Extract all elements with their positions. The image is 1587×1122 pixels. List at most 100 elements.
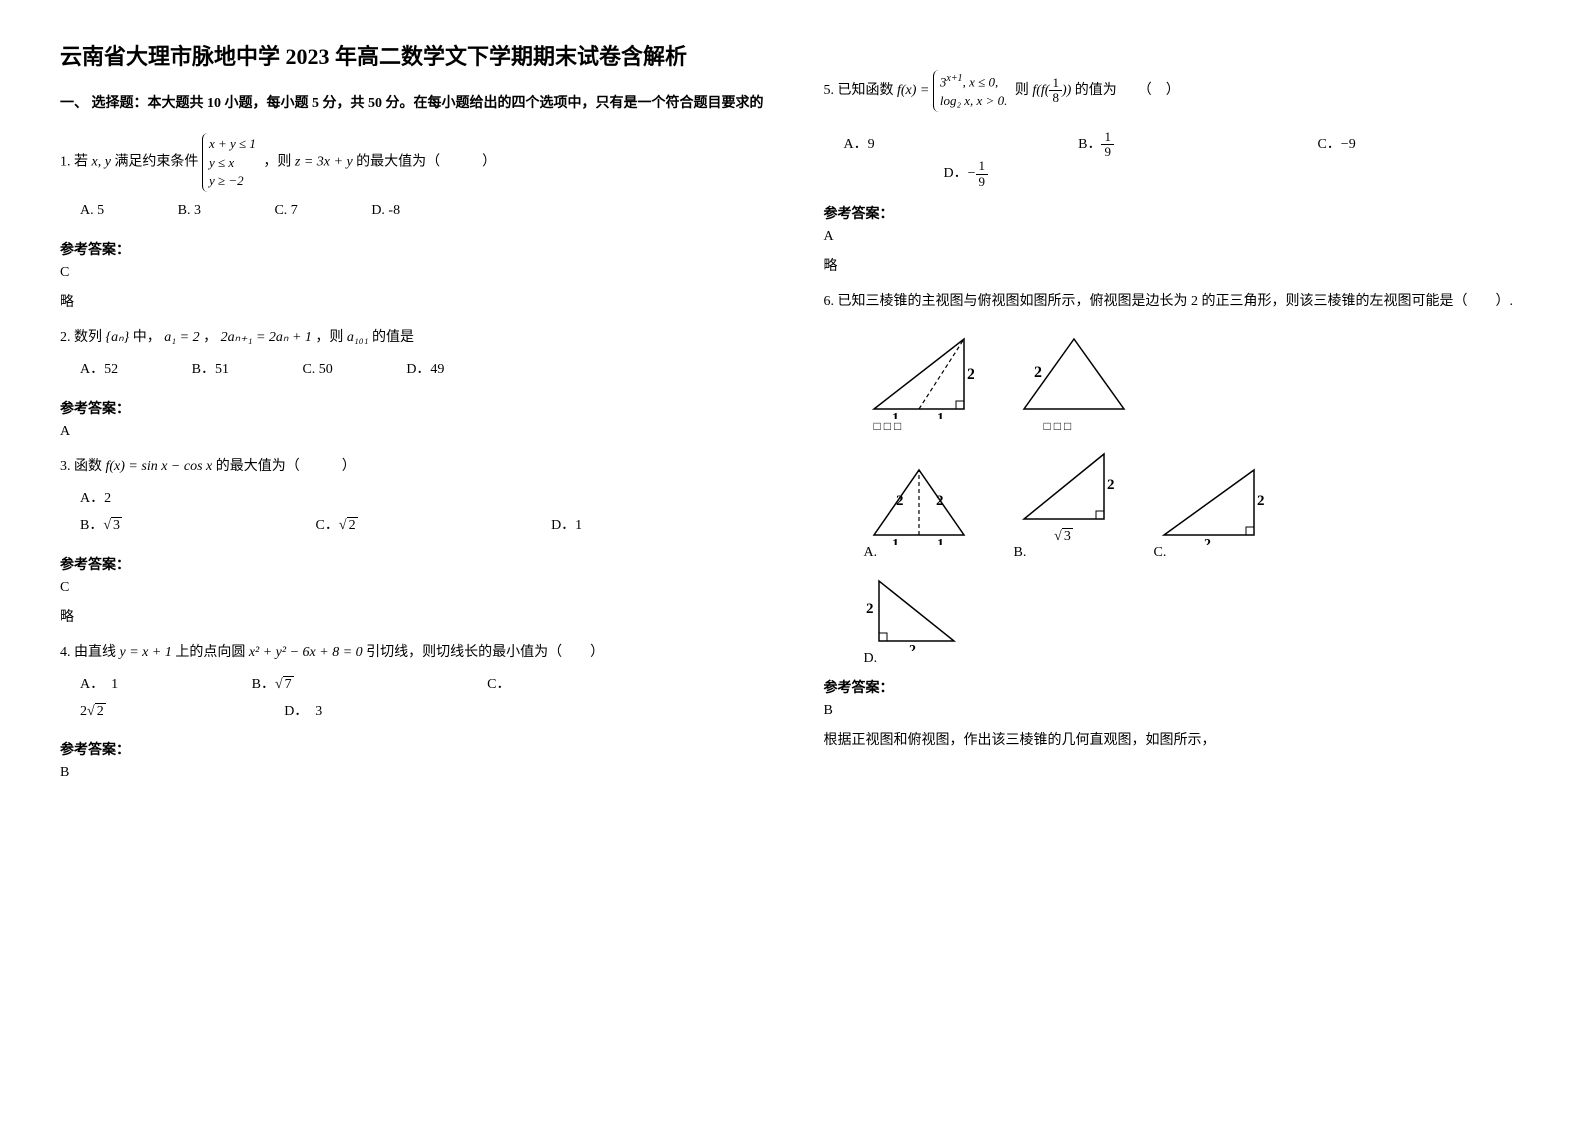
- q6-optB-val: 3: [1062, 528, 1073, 544]
- q2-optD: D．49: [406, 357, 444, 384]
- q5-optB: B．19: [1078, 130, 1114, 160]
- triangle-top-icon: 2: [1014, 329, 1134, 419]
- question-5: 5. 已知函数 f(x) = 3x+1, x ≤ 0, log₂ x, x > …: [824, 70, 1528, 189]
- q5-prefix: 5. 已知函数: [824, 83, 898, 98]
- q4-optB: B． 7: [252, 672, 294, 699]
- q2-a101: a₁₀₁: [347, 330, 369, 345]
- svg-text:2: 2: [909, 643, 916, 651]
- q5-frac: 18: [1049, 76, 1062, 106]
- q5-c1: 3x+1, x ≤ 0,: [940, 72, 1007, 92]
- q2-a1: a₁ = 2: [164, 330, 199, 345]
- q3-tail: 的最大值为（ ）: [216, 459, 356, 474]
- q5-optD-frac: 19: [976, 159, 989, 189]
- q6-optC-fig: 2 2 C.: [1154, 460, 1264, 561]
- right-column: 5. 已知函数 f(x) = 3x+1, x ≤ 0, log₂ x, x > …: [824, 40, 1528, 791]
- q4-optB-val: 7: [283, 676, 294, 692]
- page: 云南省大理市脉地中学 2023 年高二数学文下学期期末试卷含解析 一、 选择题：…: [60, 40, 1527, 791]
- q3-optC-pre: C．: [316, 518, 339, 533]
- q6-note: 根据正视图和俯视图，作出该三棱锥的几何直观图，如图所示，: [824, 729, 1528, 749]
- sqrt-icon: 2: [87, 699, 106, 726]
- svg-text:2: 2: [1257, 493, 1264, 509]
- q4-options: A． 1 B．7 C． 22 D． 3: [80, 672, 764, 725]
- q5-options: A．9 B．19 C．−9 D．−19: [844, 130, 1528, 189]
- q5-optA: A．9: [844, 132, 875, 159]
- svg-text:2: 2: [1204, 537, 1211, 545]
- svg-text:2: 2: [896, 493, 904, 509]
- q2-options: A．52 B．51 C. 50 D．49: [80, 357, 764, 384]
- triangle-optA-icon: 2 2 1 1: [864, 460, 974, 545]
- q6-ans-label: 参考答案：: [824, 677, 1528, 697]
- q1-optB: B. 3: [178, 198, 201, 225]
- q1-mid: 满足约束条件: [114, 155, 202, 170]
- q1-prefix: 1. 若: [60, 155, 88, 170]
- q3-optC-val: 2: [347, 517, 358, 533]
- q1-options: A. 5 B. 3 C. 7 D. -8: [80, 198, 764, 225]
- q2-an: {aₙ}: [106, 330, 130, 345]
- q4-optC: C．: [487, 672, 510, 699]
- q5-call2: )): [1062, 83, 1071, 98]
- q5-optB-num: 1: [1101, 130, 1114, 145]
- svg-text:2: 2: [1034, 364, 1042, 381]
- q2-m2: ，则: [315, 330, 347, 345]
- q4-optD: D． 3: [284, 699, 322, 726]
- q5-c2: log₂ x, x > 0.: [940, 92, 1007, 110]
- q6-optA-label: A.: [864, 545, 878, 560]
- q4-optC-2: 2: [80, 704, 87, 719]
- boxes-icon: □ □ □: [874, 419, 974, 434]
- q1-c3: y ≥ −2: [209, 172, 256, 190]
- sqrt-icon: 7: [275, 672, 294, 699]
- question-2: 2. 数列 {aₙ} 中， a₁ = 2 ， 2aₙ₊₁ = 2aₙ + 1 ，…: [60, 325, 764, 384]
- triangle-optD-icon: 2 2: [864, 571, 964, 651]
- q5-optD-pre: D．: [944, 166, 968, 181]
- q6-optB-label: B.: [1014, 545, 1027, 560]
- q5-ans: A: [824, 229, 1528, 245]
- q2-sep: ，: [203, 330, 217, 345]
- q1-c2: y ≤ x: [209, 154, 256, 172]
- q1-c1: x + y ≤ 1: [209, 135, 256, 153]
- triangle-front-icon: 2 1 1: [864, 329, 974, 419]
- page-title: 云南省大理市脉地中学 2023 年高二数学文下学期期末试卷含解析: [60, 40, 764, 73]
- q1-cases: x + y ≤ 1 y ≤ x y ≥ −2: [202, 133, 260, 192]
- q4-optC-val: 2: [95, 703, 106, 719]
- svg-text:1: 1: [892, 537, 899, 545]
- q3-optB-val: 3: [111, 517, 122, 533]
- q5-c1exp: x+1: [946, 73, 962, 84]
- triangle-optC-icon: 2 2: [1154, 460, 1264, 545]
- q4-circ: x² + y² − 6x + 8 = 0: [249, 645, 363, 660]
- triangle-optB-icon: 2: [1014, 444, 1114, 529]
- sqrt-icon: 3: [103, 513, 122, 540]
- q5-optB-frac: 19: [1101, 130, 1114, 160]
- q1-z: z = 3x + y: [295, 155, 353, 170]
- q1-ans: C: [60, 265, 764, 281]
- q5-call: f(f(: [1032, 83, 1049, 98]
- q6-options-row1: 2 2 1 1 A. 2 3 B.: [864, 444, 1528, 561]
- q1-xy: x, y: [92, 155, 111, 170]
- q2-tail: 的值是: [372, 330, 414, 345]
- q6-optB-fig: 2 3 B.: [1014, 444, 1114, 561]
- q3-optA: A．2: [80, 486, 111, 513]
- q1-t1: ，则: [263, 155, 295, 170]
- question-1: 1. 若 x, y 满足约束条件 x + y ≤ 1 y ≤ x y ≥ −2 …: [60, 133, 764, 224]
- q6-options-row2: 2 2 D.: [864, 571, 1528, 667]
- sqrt-icon: 3: [1054, 529, 1073, 545]
- q6-ans: B: [824, 703, 1528, 719]
- q1-optA: A. 5: [80, 198, 104, 225]
- q2-prefix: 2. 数列: [60, 330, 106, 345]
- svg-text:2: 2: [936, 493, 944, 509]
- q4-optC-cont: 22: [80, 699, 106, 726]
- q5-mid: 则: [1015, 83, 1033, 98]
- q6-optD-label: D.: [864, 651, 878, 666]
- q4-optB-pre: B．: [252, 677, 275, 692]
- q3-optB: B．3: [80, 513, 122, 540]
- q4-ans: B: [60, 765, 764, 781]
- q3-options: A．2 B．3 C．2 D．1: [80, 486, 764, 539]
- svg-text:1: 1: [892, 411, 899, 419]
- q5-cases: 3x+1, x ≤ 0, log₂ x, x > 0.: [933, 70, 1011, 112]
- q6-given-figs: 2 1 1 □ □ □ 2 □ □ □: [864, 329, 1528, 434]
- q5-fx: f(x) =: [897, 83, 933, 98]
- q2-ans: A: [60, 424, 764, 440]
- q6-optD-fig: 2 2 D.: [864, 571, 964, 667]
- q4-tail: 引切线，则切线长的最小值为（ ）: [366, 645, 604, 660]
- q1-ans-label: 参考答案：: [60, 239, 764, 259]
- q6-optC-label: C.: [1154, 545, 1167, 560]
